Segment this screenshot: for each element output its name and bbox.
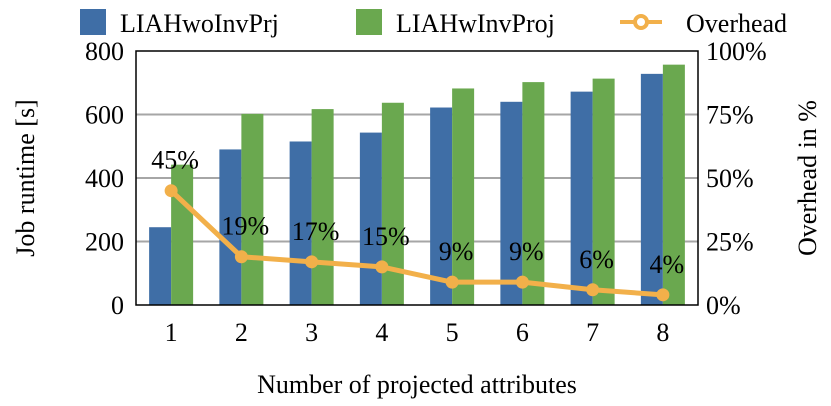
right-axis-ticks: 0% 25% 50% 75% 100% <box>706 37 767 320</box>
bar-liahwoinvprj <box>640 73 663 305</box>
y2-tick-label: 0% <box>706 291 741 320</box>
y2-axis-label: Overhead in % <box>793 100 822 256</box>
overhead-data-label: 15% <box>362 222 410 251</box>
bar-liahwinvproj <box>592 78 615 305</box>
x-tick-label: 3 <box>305 318 318 347</box>
y-tick-label: 0 <box>111 291 124 320</box>
overhead-data-label: 4% <box>650 250 685 279</box>
overhead-marker <box>375 260 389 274</box>
legend-swatch-liahwinvproj <box>356 9 382 35</box>
bar-liahwinvproj <box>522 82 545 306</box>
overhead-data-label: 9% <box>439 237 474 266</box>
y2-tick-label: 25% <box>706 228 754 257</box>
bar-liahwinvproj <box>241 113 264 306</box>
overhead-marker <box>656 288 670 302</box>
overhead-line-series <box>164 184 670 302</box>
bar-liahwoinvprj <box>359 132 382 305</box>
bar-liahwoinvprj <box>149 227 172 305</box>
overhead-data-label: 19% <box>222 212 270 241</box>
y-tick-label: 400 <box>85 164 124 193</box>
overhead-marker <box>305 255 319 269</box>
overhead-data-label: 6% <box>579 245 614 274</box>
x-tick-label: 6 <box>516 318 529 347</box>
bar-liahwoinvprj <box>430 107 453 305</box>
x-tick-label: 2 <box>235 318 248 347</box>
legend-label-liahwoinvprj: LIAHwoInvPrj <box>120 9 279 38</box>
x-axis-label: Number of projected attributes <box>257 370 577 399</box>
bar-liahwoinvprj <box>500 101 523 305</box>
bar-liahwoinvprj <box>570 91 593 305</box>
overhead-line <box>169 188 664 298</box>
y2-tick-label: 50% <box>706 164 754 193</box>
bars <box>149 64 685 306</box>
overhead-marker <box>586 283 600 297</box>
legend-swatch-liahwoinvprj <box>80 9 106 35</box>
overhead-marker <box>234 250 248 264</box>
y2-tick-label: 100% <box>706 37 767 66</box>
bar-liahwinvproj <box>381 102 404 305</box>
overhead-marker <box>164 184 178 198</box>
y-tick-label: 600 <box>85 101 124 130</box>
x-tick-label: 8 <box>656 318 669 347</box>
bar-liahwoinvprj <box>219 149 242 305</box>
overhead-marker <box>445 275 459 289</box>
y-axis-label: Job runtime [s] <box>11 99 40 256</box>
legend: LIAHwoInvPrj LIAHwInvProj Overhead <box>80 9 787 38</box>
overhead-data-labels: 45% 19% 17% 15% 9% 9% 6% 4% <box>151 146 684 279</box>
legend-label-overhead: Overhead <box>686 9 787 38</box>
overhead-data-label: 9% <box>509 237 544 266</box>
y2-tick-label: 75% <box>706 101 754 130</box>
plot-area-frame <box>135 50 699 306</box>
legend-label-liahwinvproj: LIAHwInvProj <box>396 9 555 38</box>
overhead-data-label: 17% <box>292 217 340 246</box>
bar-liahwinvproj <box>171 164 194 305</box>
bar-liahwinvproj <box>311 109 334 305</box>
overhead-marker <box>515 275 529 289</box>
bar-liahwinvproj <box>662 64 685 305</box>
bar-liahwinvproj <box>452 88 475 305</box>
x-tick-label: 5 <box>446 318 459 347</box>
x-tick-label: 7 <box>586 318 599 347</box>
left-axis-ticks: 0 200 400 600 800 <box>85 37 124 320</box>
overhead-data-label: 45% <box>151 146 199 175</box>
legend-marker-overhead <box>633 14 649 30</box>
x-tick-label: 1 <box>165 318 178 347</box>
y-tick-label: 800 <box>85 37 124 66</box>
x-tick-label: 4 <box>375 318 388 347</box>
x-axis-ticks: 1 2 3 4 5 6 7 8 <box>165 318 670 347</box>
y-tick-label: 200 <box>85 228 124 257</box>
